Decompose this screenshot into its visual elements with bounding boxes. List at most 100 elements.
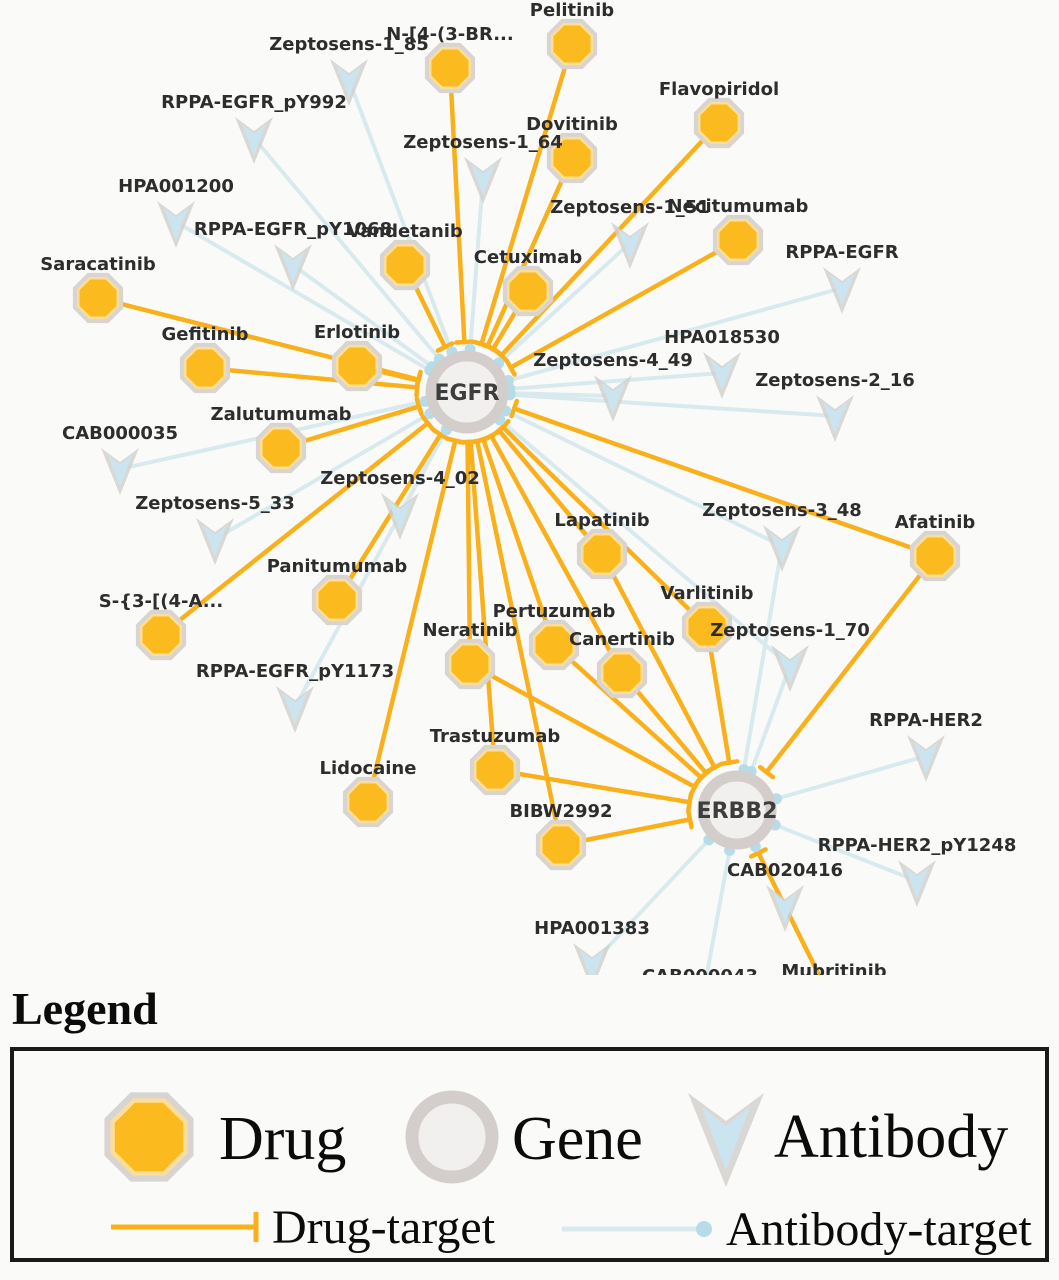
edge-z5_33-egfr xyxy=(213,410,434,541)
node-rppa_egfr_py1173[interactable] xyxy=(276,686,314,733)
node-lidocaine[interactable] xyxy=(342,776,394,828)
edge-varlitinib-egfr xyxy=(500,424,710,630)
label-z5_33: Zeptosens-5_33 xyxy=(135,493,295,514)
label-cab000035: CAB000035 xyxy=(62,423,178,444)
node-z1_64[interactable] xyxy=(464,157,502,204)
edge-flavopiridol-egfr xyxy=(498,120,722,358)
edge-gefitinib-egfr xyxy=(202,365,420,390)
label-z4_49: Zeptosens-4_49 xyxy=(533,350,693,371)
label-pertuzumab: Pertuzumab xyxy=(493,601,616,622)
legend-drug-target-label: Drug-target xyxy=(272,1201,496,1254)
node-z4_49[interactable] xyxy=(594,375,632,422)
node-z5_33[interactable] xyxy=(196,518,234,565)
node-hpa001200[interactable] xyxy=(157,201,195,248)
edge-n4_3br-egfr-tee xyxy=(454,339,475,345)
node-canertinib[interactable] xyxy=(596,647,648,699)
node-pertuzumab[interactable] xyxy=(528,619,580,671)
node-zalutumumab[interactable] xyxy=(255,422,307,474)
label-erbb2: ERBB2 xyxy=(697,799,778,824)
edge-cab000043-erbb2 xyxy=(704,846,732,975)
edge-varlitinib-egfr-tee xyxy=(494,419,511,435)
edge-mubritinib-erbb2 xyxy=(756,850,822,975)
network-canvas[interactable]: EGFR ERBB2 Pelitinib N-[4-(3-BR... Dovitinib… xyxy=(0,0,1059,975)
node-rppa_her2[interactable] xyxy=(907,735,945,782)
label-panitumumab: Panitumumab xyxy=(267,556,408,577)
node-vandetanib[interactable] xyxy=(379,239,431,291)
edge-z1_64-egfr xyxy=(468,176,485,354)
label-varlitinib: Varlitinib xyxy=(661,583,754,604)
node-saracatinib[interactable] xyxy=(72,272,124,324)
node-trastuzumab[interactable] xyxy=(469,744,521,796)
legend-title: Legend xyxy=(12,983,158,1034)
node-z3_48[interactable] xyxy=(763,525,801,572)
label-cetuximab: Cetuximab xyxy=(474,247,583,268)
drug-target-swatch xyxy=(111,1212,259,1242)
label-rppa_egfr_py1068: RPPA-EGFR_pY1068 xyxy=(194,219,392,240)
label-afatinib: Afatinib xyxy=(895,512,976,533)
node-rppa_egfr[interactable] xyxy=(823,267,861,314)
node-cetuximab[interactable] xyxy=(502,265,554,317)
label-hpa018530: HPA018530 xyxy=(664,327,780,348)
label-erlotinib: Erlotinib xyxy=(314,322,400,343)
node-z1_70[interactable] xyxy=(771,645,809,692)
node-afatinib[interactable] xyxy=(909,530,961,582)
node-pelitinib[interactable] xyxy=(546,18,598,70)
node-flavopiridol[interactable] xyxy=(693,97,745,149)
edge-bibw2992-erbb2-tee xyxy=(686,809,694,830)
label-rppa_egfr_py1173: RPPA-EGFR_pY1173 xyxy=(196,661,394,682)
node-panitumumab[interactable] xyxy=(311,574,363,626)
edge-pertuzumab-egfr xyxy=(481,437,557,648)
node-hpa018530[interactable] xyxy=(703,352,741,399)
edge-neratinib-erbb2 xyxy=(467,661,698,790)
node-gefitinib[interactable] xyxy=(179,342,231,394)
node-egfr[interactable] xyxy=(425,350,509,434)
node-varlitinib[interactable] xyxy=(681,601,733,653)
edge-pelitinib-egfr xyxy=(479,41,575,347)
edge-neratinib-egfr xyxy=(465,439,473,667)
label-hpa001200: HPA001200 xyxy=(118,176,234,197)
edge-n4_3br-egfr xyxy=(447,65,467,345)
node-hpa001383[interactable] xyxy=(573,943,611,975)
edge-afatinib-erbb2 xyxy=(764,553,938,775)
edge-hpa001383-erbb2 xyxy=(590,836,713,966)
node-cab000035[interactable] xyxy=(101,448,139,495)
node-z2_16[interactable] xyxy=(816,395,854,442)
node-n4_3br[interactable] xyxy=(424,42,476,94)
label-z1_70: Zeptosens-1_70 xyxy=(710,620,870,641)
edge-panitumumab-egfr xyxy=(334,432,443,603)
node-z4_02[interactable] xyxy=(381,493,419,540)
node-erlotinib[interactable] xyxy=(331,340,383,392)
edge-z1_85-egfr xyxy=(347,78,455,356)
edge-afatinib-erbb2-tee xyxy=(757,764,776,780)
antibody-edges-layer xyxy=(118,78,928,975)
node-lapatinib[interactable] xyxy=(576,528,628,580)
edge-z1_70-egfr xyxy=(496,416,792,668)
node-erbb2[interactable] xyxy=(697,770,777,850)
node-dovitinib[interactable] xyxy=(546,132,598,184)
edge-rppa_egfr_py992-egfr xyxy=(252,136,443,363)
nodes-layer xyxy=(72,18,961,975)
label-z3_48: Zeptosens-3_48 xyxy=(702,500,862,521)
label-zalutumumab: Zalutumumab xyxy=(211,404,352,425)
edge-cetuximab-egfr-tee xyxy=(483,342,502,356)
node-necitumumab[interactable] xyxy=(712,214,764,266)
node-rppa_egfr_py1068[interactable] xyxy=(274,244,312,291)
edge-rppa_egfr_py1068-egfr xyxy=(291,263,436,370)
node-s3_4a[interactable] xyxy=(135,609,187,661)
drug-swatch-icon xyxy=(104,1092,194,1182)
edge-trastuzumab-erbb2 xyxy=(492,767,692,805)
label-saracatinib: Saracatinib xyxy=(40,254,156,275)
legend-antibody-target-label: Antibody-target xyxy=(726,1203,1032,1256)
antibody-swatch-icon xyxy=(688,1093,764,1187)
edge-s3_4a-egfr xyxy=(158,420,431,638)
node-cab020416[interactable] xyxy=(766,885,804,932)
node-neratinib[interactable] xyxy=(444,638,496,690)
node-z1_85[interactable] xyxy=(330,59,368,106)
node-rppa_egfr_py992[interactable] xyxy=(235,117,273,164)
label-rppa_her2: RPPA-HER2 xyxy=(869,710,983,731)
node-z1_51[interactable] xyxy=(611,222,649,269)
node-rppa_her2_py1248[interactable] xyxy=(898,860,936,907)
edge-lapatinib-egfr xyxy=(496,428,605,557)
label-z4_02: Zeptosens-4_02 xyxy=(320,468,480,489)
node-bibw2992[interactable] xyxy=(535,819,587,871)
